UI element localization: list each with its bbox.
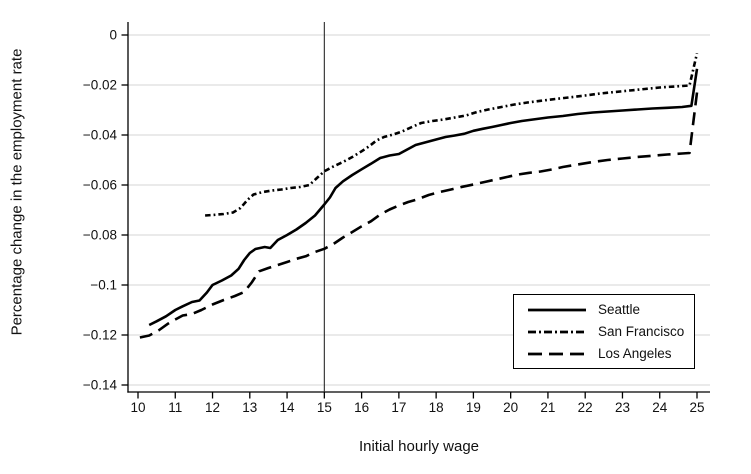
x-tick-label: 12	[205, 400, 220, 415]
los-angeles-line-sample-icon	[528, 352, 586, 355]
los-angeles-line	[139, 92, 699, 339]
legend-label-san-francisco: San Francisco	[598, 324, 685, 339]
y-tick-label: −0.08	[83, 228, 117, 243]
y-axis-title: Percentage change in the employment rate	[8, 48, 26, 336]
legend: Seattle San Francisco Los Angeles	[513, 294, 695, 369]
san-francisco-line	[205, 53, 699, 217]
y-tick-label: 0	[109, 28, 117, 43]
x-tick-label: 23	[615, 400, 630, 415]
x-tick-label: 19	[466, 400, 481, 415]
x-tick-label: 14	[280, 400, 296, 415]
y-tick-label: −0.04	[83, 128, 118, 143]
y-tick-label: −0.14	[83, 378, 118, 393]
x-tick-label: 13	[242, 400, 257, 415]
x-tick-label: 21	[540, 400, 555, 415]
seattle-line-sample-icon	[528, 308, 586, 311]
seattle-line	[148, 68, 699, 327]
legend-item-los-angeles: Los Angeles	[527, 346, 686, 361]
y-tick-label: −0.02	[83, 78, 117, 93]
legend-item-seattle: Seattle	[527, 302, 686, 317]
legend-label-seattle: Seattle	[598, 302, 641, 317]
x-tick-label: 11	[168, 400, 182, 415]
x-tick-label: 24	[652, 400, 668, 415]
y-tick-label: −0.06	[83, 178, 117, 193]
y-tick-label: −0.12	[83, 328, 117, 343]
x-tick-label: 15	[317, 400, 332, 415]
x-tick-label: 25	[689, 400, 704, 415]
legend-label-los-angeles: Los Angeles	[598, 346, 672, 361]
x-tick-label: 18	[429, 400, 444, 415]
x-axis-title: Initial hourly wage	[358, 438, 480, 455]
x-tick-label: 10	[130, 400, 145, 415]
x-tick-label: 20	[503, 400, 518, 415]
y-tick-label: −0.1	[90, 278, 117, 293]
legend-item-san-francisco: San Francisco	[527, 324, 686, 339]
x-tick-label: 16	[354, 400, 369, 415]
x-tick-label: 17	[391, 400, 406, 415]
san-francisco-line-sample-icon	[528, 330, 586, 333]
x-tick-label: 22	[578, 400, 593, 415]
